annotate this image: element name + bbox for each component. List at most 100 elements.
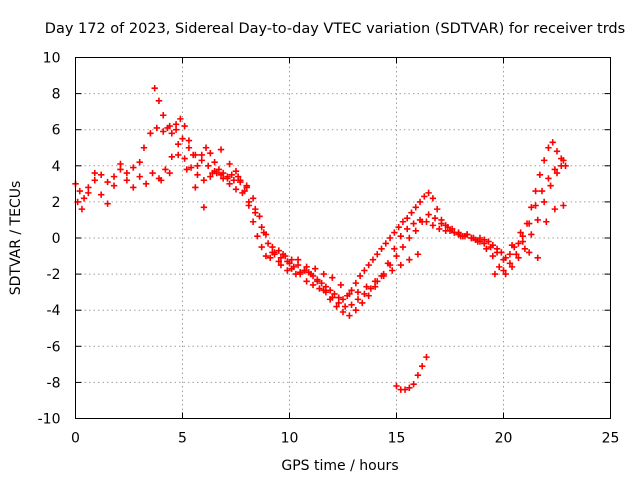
data-point [322, 283, 330, 290]
data-point [207, 149, 214, 157]
data-point [354, 296, 362, 303]
data-point [399, 243, 407, 251]
data-point [224, 173, 231, 180]
data-point [97, 171, 105, 179]
data-point [183, 166, 190, 173]
data-point [219, 175, 227, 182]
data-point [483, 245, 490, 253]
data-point [352, 279, 360, 287]
data-point [540, 198, 548, 206]
data-point [468, 234, 475, 242]
y-tick-label: -8 [47, 375, 61, 391]
data-point [301, 267, 308, 274]
data-point [361, 290, 368, 298]
x-tick-label: 10 [281, 431, 299, 447]
data-point [412, 204, 419, 211]
y-tick-label: 8 [52, 87, 61, 103]
data-point [523, 220, 531, 227]
data-point [314, 276, 321, 283]
data-point [288, 256, 295, 263]
data-point [284, 267, 291, 274]
data-point [277, 261, 285, 269]
data-point [320, 270, 327, 278]
x-tick-label: 15 [388, 431, 406, 447]
data-point [534, 216, 541, 224]
data-point [558, 155, 565, 162]
data-point [463, 231, 471, 238]
data-point [123, 169, 131, 177]
data-point [219, 169, 227, 177]
data-point [160, 128, 167, 135]
data-point [269, 243, 276, 251]
x-tick-labels: 0 5 10 15 20 25 [71, 431, 619, 447]
data-point [547, 182, 554, 189]
data-point [545, 175, 552, 182]
data-point [215, 166, 223, 173]
data-point [549, 139, 556, 146]
data-point [130, 184, 137, 191]
data-point [508, 263, 516, 271]
data-point [519, 232, 526, 240]
data-series [72, 84, 569, 393]
data-point [117, 166, 124, 173]
data-point [401, 386, 409, 393]
data-point [232, 168, 240, 175]
data-point [341, 303, 349, 310]
data-point [553, 169, 561, 177]
data-point [393, 252, 400, 260]
chart-title: Day 172 of 2023, Sidereal Day-to-day VTE… [45, 21, 625, 37]
data-point [502, 254, 509, 262]
data-point [194, 162, 201, 169]
data-point [292, 270, 300, 278]
data-point [279, 251, 287, 258]
data-point [410, 381, 417, 388]
data-point [386, 261, 394, 269]
data-point [429, 195, 437, 202]
data-point [322, 288, 330, 296]
data-point [187, 164, 195, 171]
data-point [254, 232, 261, 240]
data-point [391, 229, 398, 236]
data-point [209, 169, 216, 177]
data-point [446, 227, 454, 234]
data-point [536, 171, 544, 179]
data-point [228, 171, 235, 179]
data-point [397, 261, 404, 269]
x-tick-label: 5 [178, 431, 187, 447]
data-point [414, 251, 422, 258]
y-tick-label: 0 [52, 231, 61, 247]
data-point [423, 353, 430, 361]
data-point [540, 157, 548, 164]
y-tick-label: 4 [52, 159, 61, 175]
grid-lines [75, 57, 611, 419]
data-point [140, 144, 148, 151]
data-point [151, 84, 158, 92]
data-point [500, 267, 507, 274]
data-point [303, 278, 310, 285]
data-point [346, 312, 353, 319]
data-point [117, 160, 124, 168]
data-point [515, 254, 522, 262]
data-point [331, 290, 338, 298]
data-point [309, 272, 317, 280]
data-point [204, 162, 212, 169]
data-point [491, 270, 499, 278]
data-point [297, 269, 304, 276]
data-point [217, 146, 225, 153]
data-point [177, 115, 184, 123]
data-point [416, 198, 424, 206]
data-point [493, 245, 501, 253]
data-point [412, 227, 419, 234]
data-point [194, 171, 201, 179]
data-point [519, 238, 526, 245]
data-point [110, 182, 118, 189]
data-point [185, 144, 193, 151]
data-point [508, 242, 516, 249]
y-axis-label: SDTVAR / TECUs [8, 181, 24, 296]
data-point [397, 232, 404, 240]
data-point [155, 97, 163, 105]
data-point [521, 245, 529, 253]
data-point [545, 144, 552, 151]
y-tick-label: -2 [47, 267, 61, 283]
